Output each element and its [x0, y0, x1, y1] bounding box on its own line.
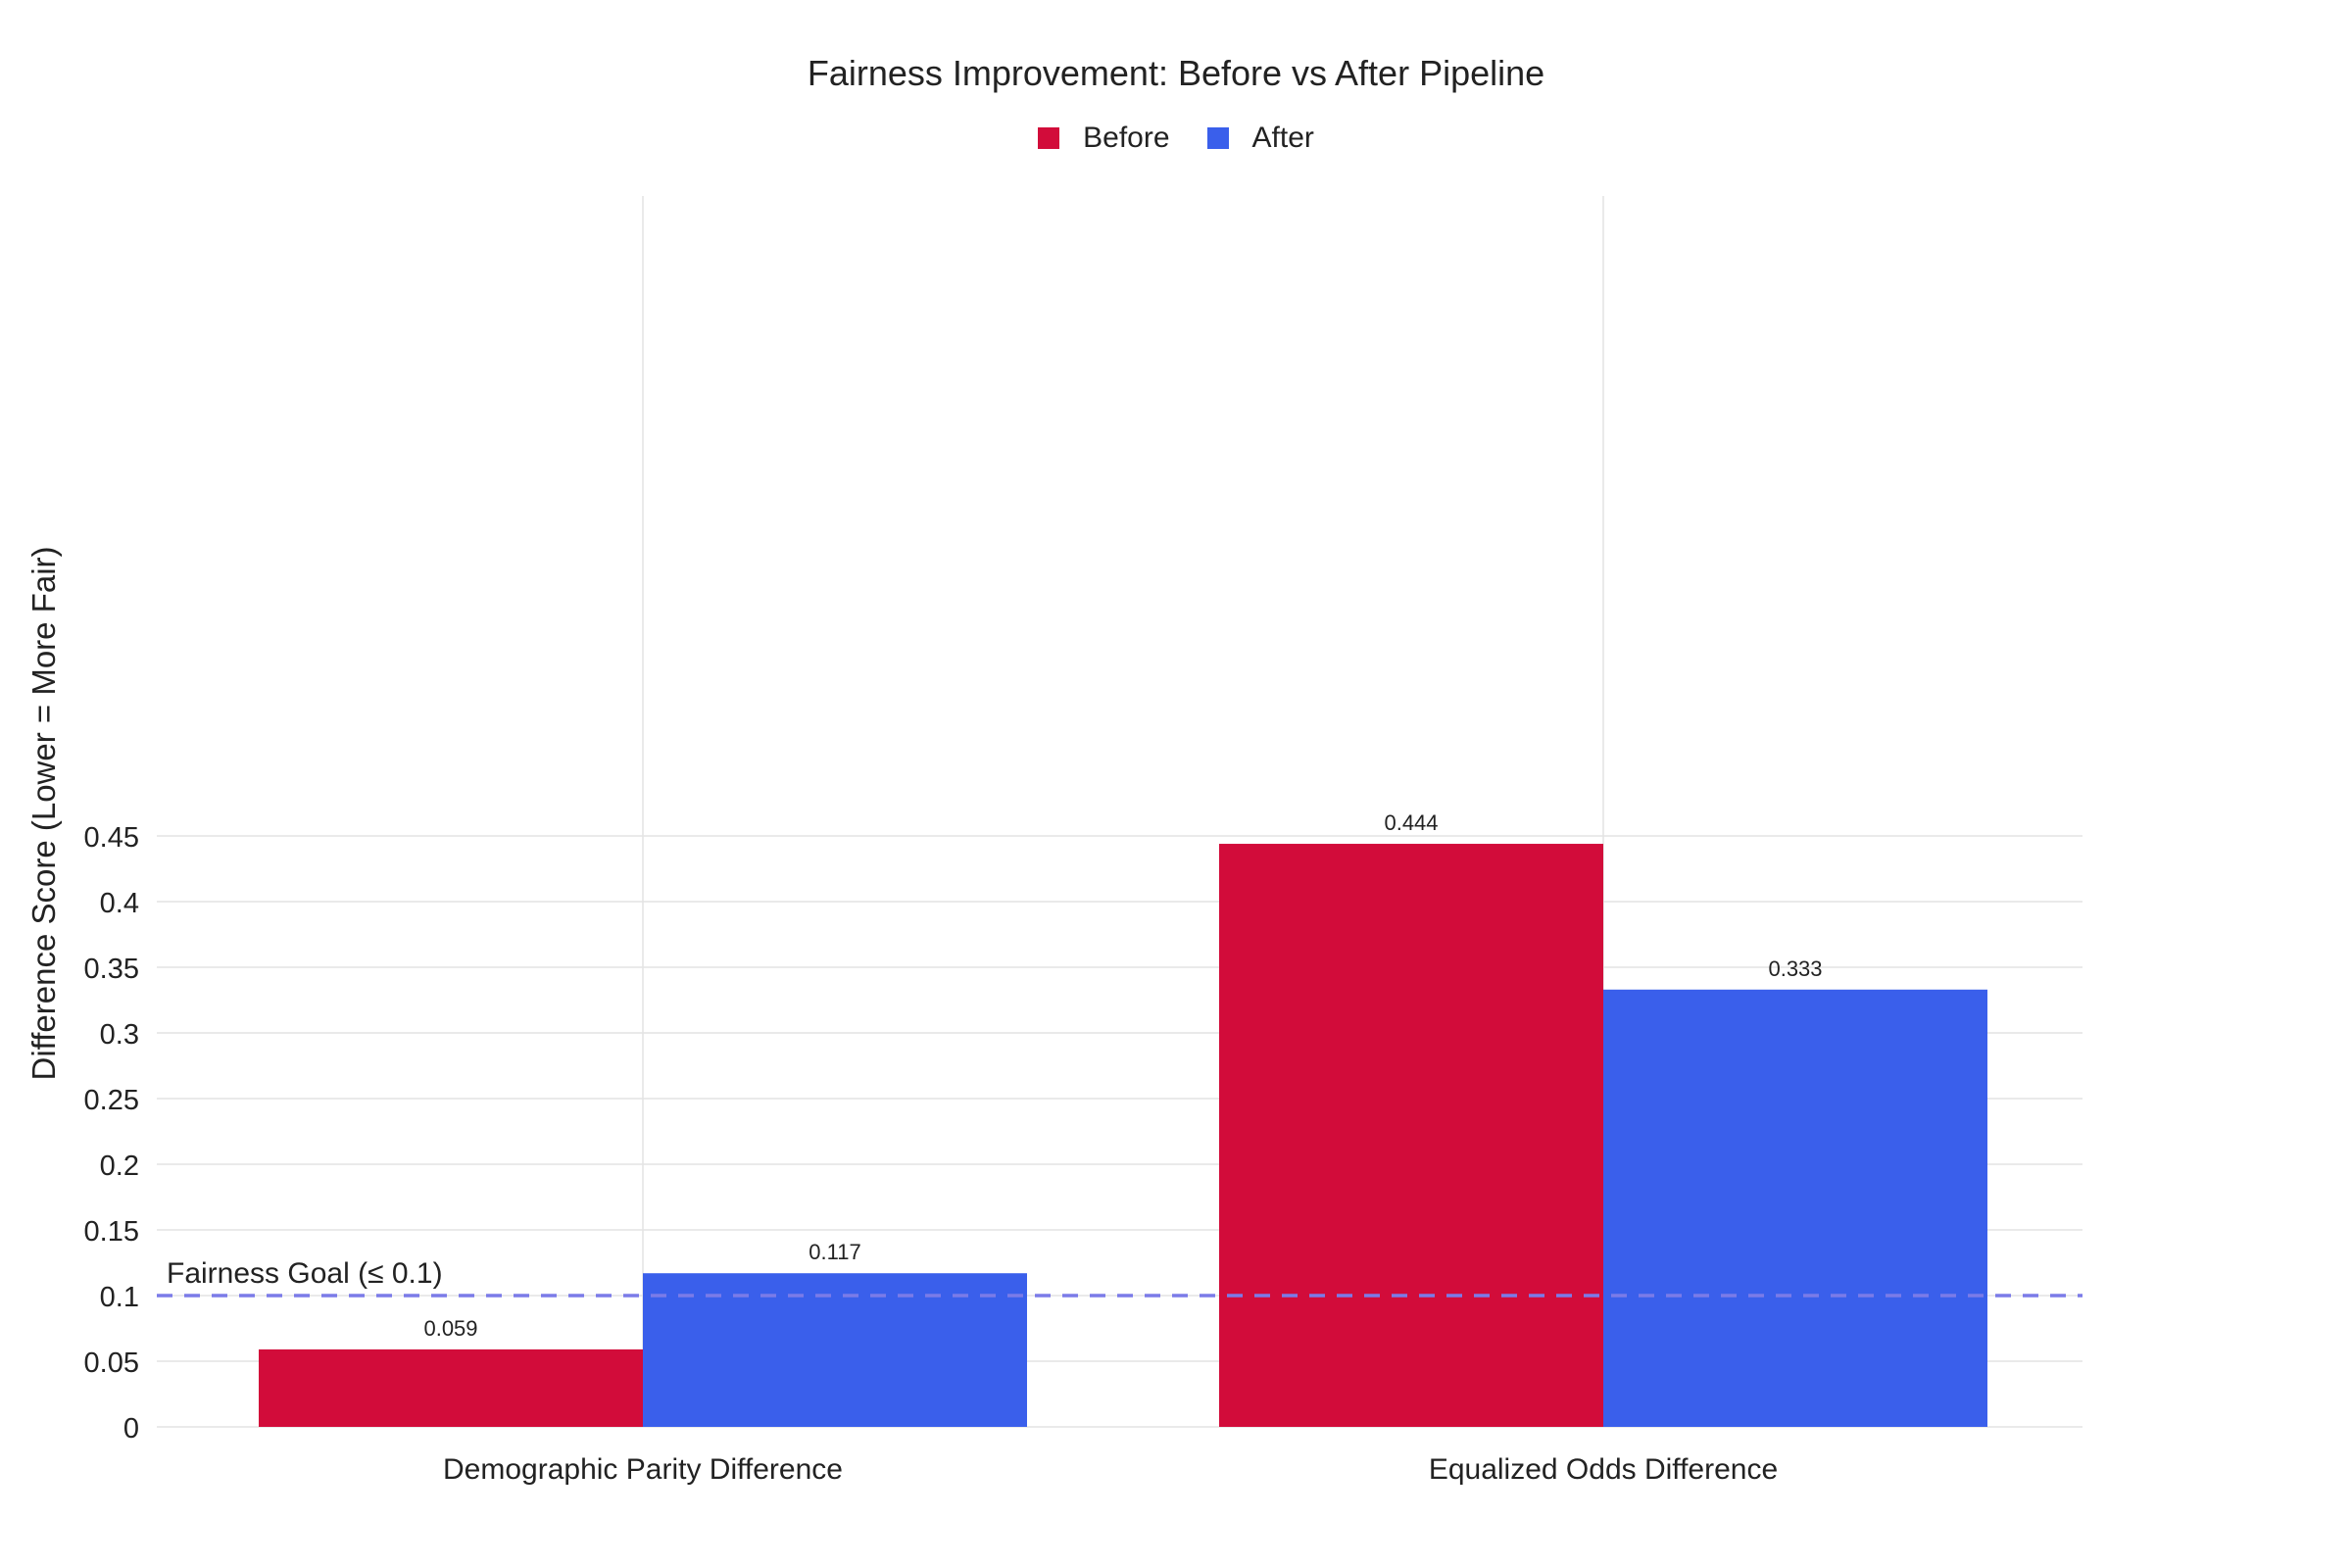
bars-layer — [259, 844, 1987, 1427]
x-tick-label: Demographic Parity Difference — [443, 1453, 843, 1486]
y-tick-label: 0.05 — [84, 1348, 139, 1379]
data-label: 0.059 — [423, 1316, 477, 1341]
y-tick-label: 0.15 — [84, 1216, 139, 1248]
legend-swatch-before — [1038, 127, 1060, 149]
x-tick-label: Equalized Odds Difference — [1429, 1453, 1778, 1486]
y-tick-label: 0.1 — [100, 1282, 139, 1313]
legend-item-after[interactable]: After — [1206, 122, 1314, 155]
legend-swatch-after — [1206, 127, 1229, 149]
data-label: 0.333 — [1768, 956, 1822, 981]
legend-label-before: Before — [1083, 122, 1170, 154]
y-tick-label: 0.45 — [84, 822, 139, 854]
y-tick-label: 0.25 — [84, 1085, 139, 1116]
y-axis-title: Difference Score (Lower = More Fair) — [25, 547, 62, 1081]
bar-after-0[interactable] — [643, 1273, 1027, 1427]
bar-after-1[interactable] — [1603, 989, 1987, 1427]
labels-layer: 0 0.05 0.1 0.15 0.2 0.25 0.3 0.35 0.4 0.45 0.059 0.… — [84, 810, 1823, 1486]
legend-item-before[interactable]: Before — [1038, 122, 1170, 155]
bar-before-0[interactable] — [259, 1348, 643, 1427]
y-tick-label: 0.2 — [100, 1151, 139, 1182]
y-tick-label: 0.3 — [100, 1019, 139, 1051]
data-label: 0.117 — [808, 1240, 860, 1264]
legend-label-after: After — [1251, 122, 1314, 154]
bar-before-1[interactable] — [1219, 844, 1603, 1427]
y-tick-label: 0.35 — [84, 954, 139, 985]
legend: Before After — [0, 122, 2352, 155]
y-tick-label: 0 — [123, 1413, 139, 1445]
chart-title: Fairness Improvement: Before vs After Pi… — [807, 53, 1545, 93]
y-tick-label: 0.4 — [100, 888, 139, 919]
reference-line-label: Fairness Goal (≤ 0.1) — [167, 1257, 443, 1290]
data-label: 0.444 — [1384, 810, 1438, 835]
